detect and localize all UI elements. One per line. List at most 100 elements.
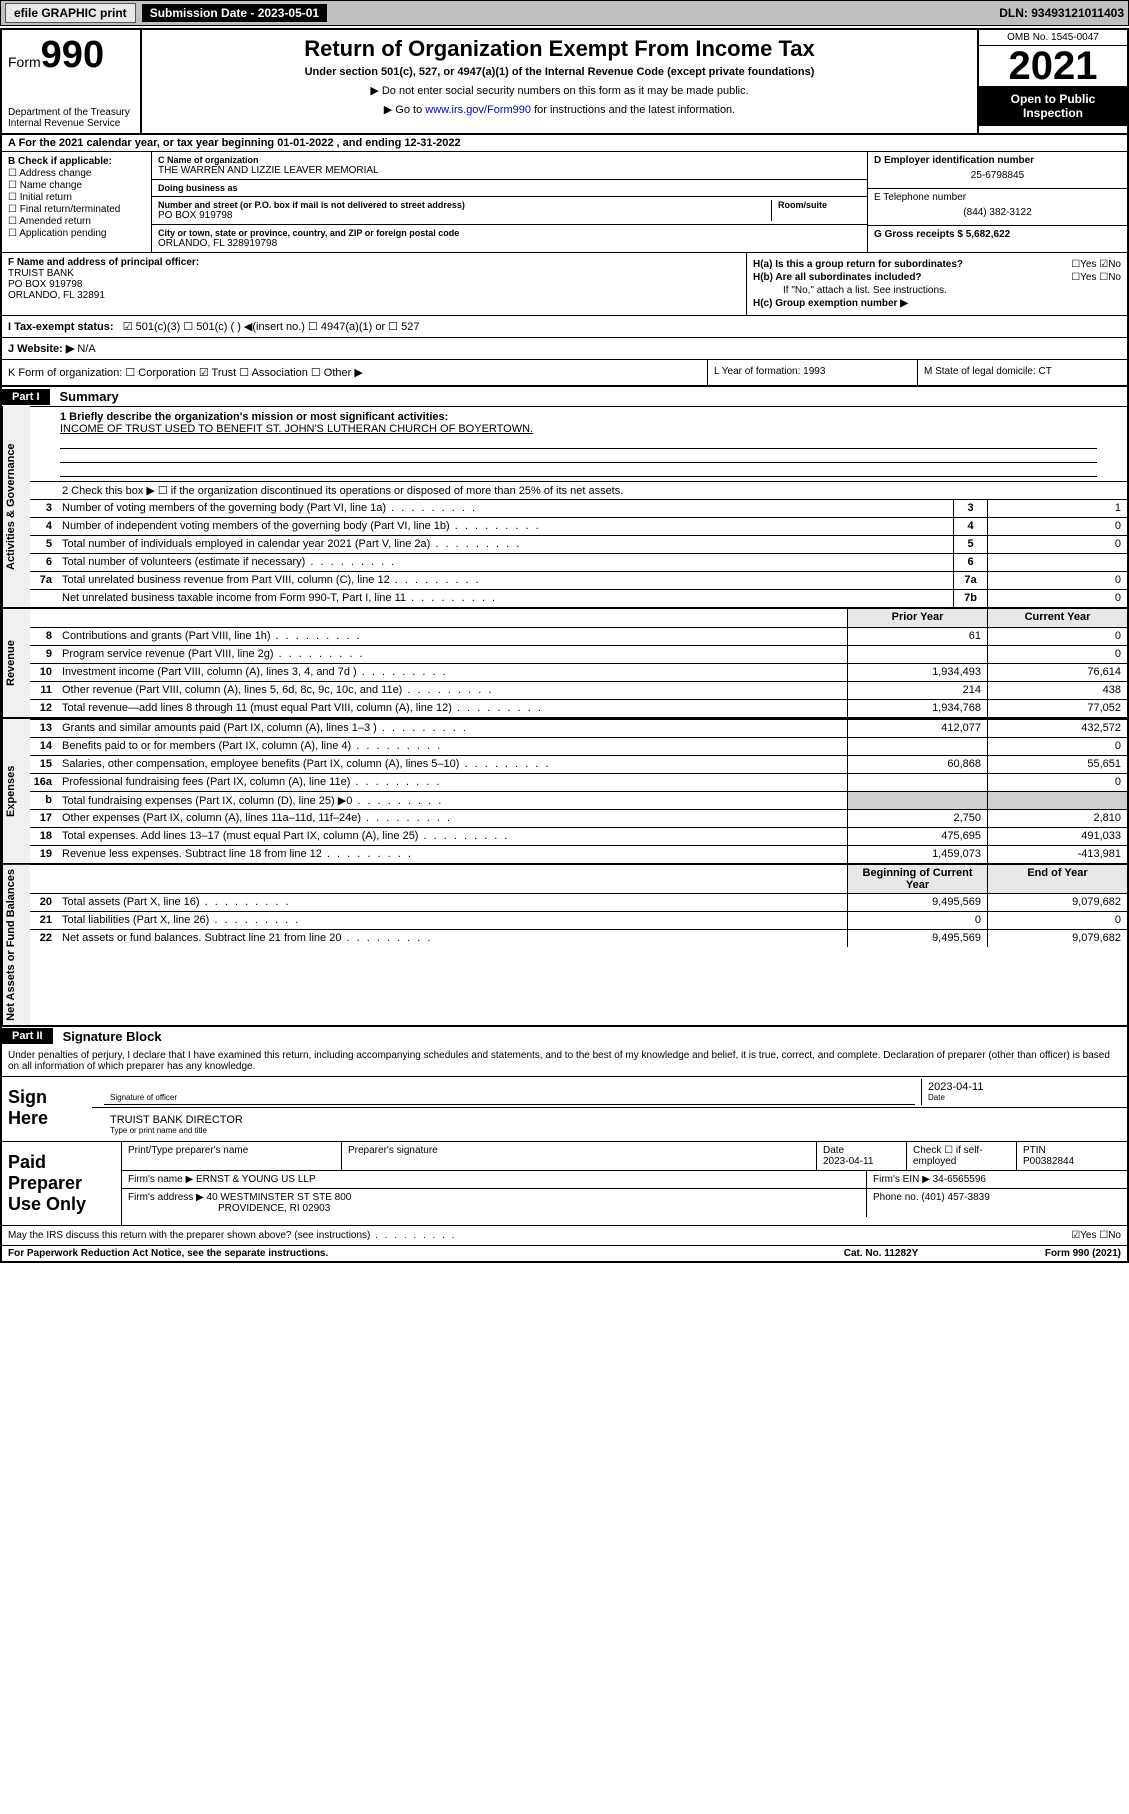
addr-label: Number and street (or P.O. box if mail i… <box>158 200 771 210</box>
line-21: 21 Total liabilities (Part X, line 26) 0… <box>30 911 1127 929</box>
summary-expenses: Expenses 13 Grants and similar amounts p… <box>2 719 1127 865</box>
submission-date: Submission Date - 2023-05-01 <box>142 4 327 22</box>
line-12: 12 Total revenue—add lines 8 through 11 … <box>30 699 1127 717</box>
dba-label: Doing business as <box>158 183 861 193</box>
summary-revenue: Revenue Prior Year Current Year 8 Contri… <box>2 609 1127 719</box>
form-number: Form990 <box>8 34 134 77</box>
row-i-tax-status: I Tax-exempt status: ☑ 501(c)(3) ☐ 501(c… <box>2 316 1127 338</box>
line-19: 19 Revenue less expenses. Subtract line … <box>30 845 1127 863</box>
revenue-header-row: Prior Year Current Year <box>30 609 1127 627</box>
discuss-with-preparer: May the IRS discuss this return with the… <box>2 1226 1127 1246</box>
city-value: ORLANDO, FL 328919798 <box>158 238 861 249</box>
room-label: Room/suite <box>778 200 861 210</box>
preparer-name-hdr: Print/Type preparer's name <box>122 1142 342 1170</box>
row-f-h: F Name and address of principal officer:… <box>2 253 1127 316</box>
org-name-label: C Name of organization <box>158 155 861 165</box>
sign-here-section: Sign Here Signature of officer 2023-04-1… <box>2 1077 1127 1142</box>
form-990-frame: Form990 Department of the Treasury Inter… <box>0 28 1129 1263</box>
firm-phone: (401) 457-3839 <box>921 1192 989 1203</box>
chk-amended-return[interactable]: ☐ Amended return <box>8 216 145 227</box>
line-22: 22 Net assets or fund balances. Subtract… <box>30 929 1127 947</box>
self-employed-chk[interactable]: Check ☐ if self-employed <box>907 1142 1017 1170</box>
line-14: 14 Benefits paid to or for members (Part… <box>30 737 1127 755</box>
phone-label: E Telephone number <box>874 192 1121 203</box>
org-name: THE WARREN AND LIZZIE LEAVER MEMORIAL <box>158 165 861 176</box>
chk-initial-return[interactable]: ☐ Initial return <box>8 192 145 203</box>
principal-officer: F Name and address of principal officer:… <box>2 253 747 315</box>
gross-receipts-label: G Gross receipts $ 5,682,622 <box>874 229 1010 240</box>
ein-value: 25-6798845 <box>874 166 1121 185</box>
line-16a: 16a Professional fundraising fees (Part … <box>30 773 1127 791</box>
gov-line-7b: Net unrelated business taxable income fr… <box>30 589 1127 607</box>
firm-addr2: PROVIDENCE, RI 02903 <box>128 1203 330 1214</box>
row-j-website: J Website: ▶ N/A <box>2 338 1127 360</box>
efile-print-button[interactable]: efile GRAPHIC print <box>5 3 136 23</box>
phone-value: (844) 382-3122 <box>874 203 1121 222</box>
instructions-link-line: ▶ Go to www.irs.gov/Form990 for instruct… <box>152 103 967 116</box>
form-header: Form990 Department of the Treasury Inter… <box>2 30 1127 135</box>
net-header-row: Beginning of Current Year End of Year <box>30 865 1127 893</box>
ssn-warning: ▶ Do not enter social security numbers o… <box>152 84 967 97</box>
line-10: 10 Investment income (Part VIII, column … <box>30 663 1127 681</box>
line-9: 9 Program service revenue (Part VIII, li… <box>30 645 1127 663</box>
gov-line-7a: 7a Total unrelated business revenue from… <box>30 571 1127 589</box>
year-formation: L Year of formation: 1993 <box>707 360 917 385</box>
sidetab-governance: Activities & Governance <box>2 406 30 607</box>
line-15: 15 Salaries, other compensation, employe… <box>30 755 1127 773</box>
chk-name-change[interactable]: ☐ Name change <box>8 180 145 191</box>
sig-officer-label: Signature of officer <box>110 1093 909 1102</box>
part1-header: Part I Summary <box>2 387 1127 406</box>
instructions-link[interactable]: www.irs.gov/Form990 <box>425 104 531 116</box>
ptin-value: P00382844 <box>1023 1156 1074 1167</box>
chk-application-pending[interactable]: ☐ Application pending <box>8 228 145 239</box>
paid-preparer-section: Paid Preparer Use Only Print/Type prepar… <box>2 1142 1127 1226</box>
line-17: 17 Other expenses (Part IX, column (A), … <box>30 809 1127 827</box>
discuss-answer: ☑Yes ☐No <box>971 1230 1121 1241</box>
dept-treasury: Department of the Treasury <box>8 107 134 118</box>
city-label: City or town, state or province, country… <box>158 228 861 238</box>
firm-addr1: 40 WESTMINSTER ST STE 800 <box>207 1192 352 1203</box>
sig-date-label: Date <box>928 1093 1115 1102</box>
section-b-through-g: B Check if applicable: ☐ Address change … <box>2 152 1127 253</box>
line-8: 8 Contributions and grants (Part VIII, l… <box>30 627 1127 645</box>
cat-number: Cat. No. 11282Y <box>791 1248 971 1259</box>
part2-header: Part II Signature Block <box>2 1027 1127 1046</box>
chk-final-return[interactable]: ☐ Final return/terminated <box>8 204 145 215</box>
column-b-checkboxes: B Check if applicable: ☐ Address change … <box>2 152 152 252</box>
chk-address-change[interactable]: ☐ Address change <box>8 168 145 179</box>
form-version: Form 990 (2021) <box>971 1248 1121 1259</box>
gov-line-3: 3 Number of voting members of the govern… <box>30 499 1127 517</box>
gov-line-6: 6 Total number of volunteers (estimate i… <box>30 553 1127 571</box>
summary-governance: Activities & Governance 1 Briefly descri… <box>2 406 1127 609</box>
summary-net-assets: Net Assets or Fund Balances Beginning of… <box>2 865 1127 1027</box>
top-toolbar: efile GRAPHIC print Submission Date - 20… <box>0 0 1129 26</box>
paperwork-notice: For Paperwork Reduction Act Notice, see … <box>2 1246 1127 1261</box>
tax-year: 2021 <box>979 46 1127 86</box>
state-domicile: M State of legal domicile: CT <box>917 360 1127 385</box>
dln-label: DLN: 93493121011403 <box>999 6 1124 20</box>
line-18: 18 Total expenses. Add lines 13–17 (must… <box>30 827 1127 845</box>
mission-section: 1 Briefly describe the organization's mi… <box>30 406 1127 481</box>
officer-name-label: Type or print name and title <box>110 1126 1109 1135</box>
open-to-public: Open to Public Inspection <box>979 86 1127 126</box>
firm-ein: 34-6565596 <box>933 1174 986 1185</box>
form-subtitle: Under section 501(c), 527, or 4947(a)(1)… <box>152 66 967 78</box>
firm-name: ERNST & YOUNG US LLP <box>196 1174 316 1185</box>
form-title: Return of Organization Exempt From Incom… <box>152 36 967 62</box>
officer-name: TRUIST BANK DIRECTOR <box>110 1114 1109 1126</box>
line-11: 11 Other revenue (Part VIII, column (A),… <box>30 681 1127 699</box>
gov-line-4: 4 Number of independent voting members o… <box>30 517 1127 535</box>
gov-line-5: 5 Total number of individuals employed i… <box>30 535 1127 553</box>
row-k-form-org: K Form of organization: ☐ Corporation ☑ … <box>2 360 1127 387</box>
sig-date: 2023-04-11 <box>928 1081 1115 1093</box>
row-a-tax-year: A For the 2021 calendar year, or tax yea… <box>2 135 1127 152</box>
line-b: b Total fundraising expenses (Part IX, c… <box>30 791 1127 809</box>
preparer-sig-hdr: Preparer's signature <box>342 1142 817 1170</box>
addr-value: PO BOX 919798 <box>158 210 771 221</box>
group-return-section: H(a) Is this a group return for subordin… <box>747 253 1127 315</box>
sidetab-net-assets: Net Assets or Fund Balances <box>2 865 30 1025</box>
sidetab-revenue: Revenue <box>2 609 30 717</box>
perjury-declaration: Under penalties of perjury, I declare th… <box>2 1046 1127 1077</box>
line-20: 20 Total assets (Part X, line 16) 9,495,… <box>30 893 1127 911</box>
column-d-e-g: D Employer identification number 25-6798… <box>867 152 1127 252</box>
